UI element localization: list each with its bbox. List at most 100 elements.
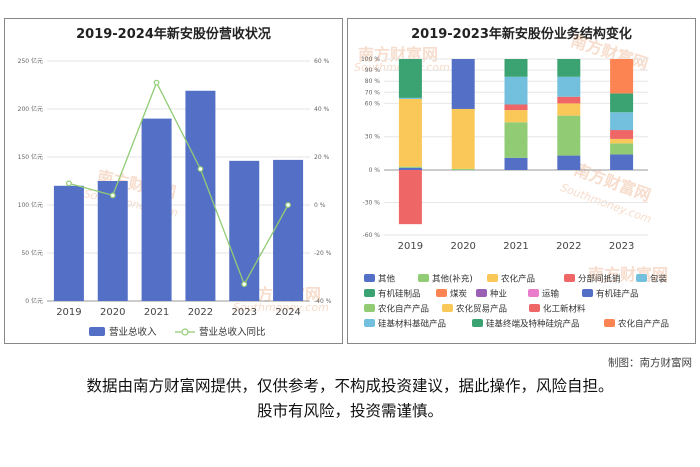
x-tick-label: 2022 <box>556 241 581 252</box>
stacked-bar-segment <box>610 130 634 139</box>
revenue-chart-title: 2019-2024年新安股份营收状况 <box>76 27 271 42</box>
legend-label-yoy: 营业总收入同比 <box>199 326 266 338</box>
legend-swatch <box>442 304 453 312</box>
stacked-bar-segment <box>398 98 422 167</box>
y-tick-label-right: 40 % <box>314 106 330 113</box>
yoy-point <box>66 180 72 187</box>
stacked-bar-segment <box>504 122 528 158</box>
legend-swatch <box>487 274 498 282</box>
legend-label: 化工新材料 <box>543 304 586 315</box>
stacked-bar-segment <box>504 76 528 105</box>
stacked-bar-segment <box>557 115 581 156</box>
stacked-bar-segment <box>398 167 422 170</box>
stacked-bar-segment <box>398 97 422 99</box>
stacked-bar-segment <box>398 166 422 168</box>
x-tick-label: 2023 <box>232 307 257 318</box>
stacked-bar-segment <box>610 59 634 94</box>
yoy-point <box>109 192 116 199</box>
revenue-bar <box>141 118 172 301</box>
stacked-bar-segment <box>451 108 475 169</box>
legend-swatch <box>528 289 539 297</box>
stacked-bar-segment <box>610 143 634 155</box>
disclaimer-line-2: 股市有风险，投资需谨慎。 <box>256 402 443 420</box>
stacked-bar-segment <box>398 59 422 98</box>
x-tick-label: 2021 <box>503 241 528 252</box>
y-tick-label-right: 20 % <box>314 154 330 161</box>
x-tick-label: 2021 <box>144 307 169 318</box>
revenue-chart-svg: 0 亿元 50 亿元 100 亿元 150 亿元 200 亿元 250 亿元 -40 % -2… <box>18 57 332 338</box>
stacked-bar-segment <box>451 59 475 109</box>
x-tick-label: 2023 <box>609 241 634 252</box>
y-tick-label: 0 % <box>369 167 381 174</box>
stacked-bar-segment <box>451 168 475 170</box>
stacked-bar-segment <box>557 59 581 77</box>
business-structure-svg: -60 % -30 % 0 % 30 % 60 % 70 % 80 % 90 % 100 % 20… <box>361 56 669 330</box>
legend-label: 其他 <box>378 274 396 285</box>
y-tick-label: 100 % <box>361 56 380 63</box>
legend-swatch <box>582 289 593 297</box>
stacked-bar-segment <box>504 104 528 111</box>
stacked-bar-segment <box>610 138 634 144</box>
revenue-bar <box>53 185 84 301</box>
y-tick-label: -60 % <box>363 232 381 239</box>
legend-swatch <box>418 274 429 282</box>
stacked-bar-segment <box>557 103 581 116</box>
y-tick-label: 90 % <box>365 67 381 74</box>
legend-label: 种业 <box>490 289 507 300</box>
x-tick-label: 2019 <box>56 307 81 318</box>
legend-label: 有机硅制品 <box>378 289 421 300</box>
legend-label: 农化自产产品 <box>378 304 429 315</box>
x-tick-label: 2024 <box>275 307 300 318</box>
y-tick-label: 80 % <box>365 78 381 85</box>
legend-swatch <box>564 274 575 282</box>
stacked-bar-segment <box>557 155 581 170</box>
legend-label: 分部间抵销 <box>578 274 621 285</box>
yoy-point <box>285 202 291 208</box>
revenue-chart-panel: 2019-2024年新安股份营收状况 南方财富网 Southmoney.com … <box>4 18 343 344</box>
y-tick-label-left: 50 亿元 <box>21 249 43 257</box>
business-structure-panel: 2019-2023年新安股份业务结构变化 南方财富网 Southmoney.co… <box>347 18 696 344</box>
x-tick-label: 2022 <box>188 307 213 318</box>
stacked-bar-segment <box>610 112 634 131</box>
legend-label: 农化贸易产品 <box>456 304 507 315</box>
y-tick-label: 30 % <box>365 134 381 141</box>
y-tick-label-right: -40 % <box>314 298 332 305</box>
yoy-point <box>197 166 204 172</box>
legend-label: 包装 <box>650 274 668 285</box>
x-tick-label: 2020 <box>100 307 125 318</box>
stacked-bar-segment <box>398 170 422 225</box>
y-tick-label-right: -20 % <box>314 250 332 257</box>
legend-label-revenue: 营业总收入 <box>109 326 157 338</box>
legend-swatch <box>476 289 487 297</box>
legend-swatch <box>364 274 375 282</box>
disclaimer-line-1: 数据由南方财富网提供，仅供参考，不构成投资建议，据此操作，风险自担。 <box>86 377 614 395</box>
x-tick-label: 2019 <box>398 241 423 252</box>
legend-label: 硅基终端及特种硅烷产品 <box>486 319 580 330</box>
stacked-bar-segment <box>504 110 528 123</box>
y-tick-label: -30 % <box>363 200 381 207</box>
legend-swatch <box>472 319 483 327</box>
revenue-bar <box>273 159 304 301</box>
stacked-bar-segment <box>504 59 528 77</box>
chart-credit: 制图：南方财富网 <box>608 357 692 369</box>
revenue-bar <box>97 181 128 301</box>
legend-label: 煤炭 <box>450 289 468 300</box>
legend-label: 运输 <box>542 289 560 300</box>
y-tick-label-left: 150 亿元 <box>18 153 43 161</box>
stacked-bar-segment <box>557 76 581 97</box>
legend-swatch <box>529 304 540 312</box>
revenue-bar <box>229 160 260 301</box>
legend-swatch <box>364 304 375 312</box>
x-tick-label: 2020 <box>450 241 475 252</box>
business-structure-title: 2019-2023年新安股份业务结构变化 <box>411 27 632 42</box>
legend-label: 有机硅产品 <box>596 289 639 300</box>
legend-label: 硅基材料基础产品 <box>378 319 446 330</box>
stacked-bar-segment <box>504 157 528 170</box>
legend-label: 农化产品 <box>501 274 535 285</box>
y-tick-label-left: 200 亿元 <box>18 105 43 113</box>
yoy-line <box>68 81 289 286</box>
y-tick-label: 70 % <box>365 89 381 96</box>
legend-swatch-revenue <box>89 327 105 336</box>
stacked-bar-segment <box>610 154 634 170</box>
y-tick-label-left: 250 亿元 <box>18 57 43 65</box>
